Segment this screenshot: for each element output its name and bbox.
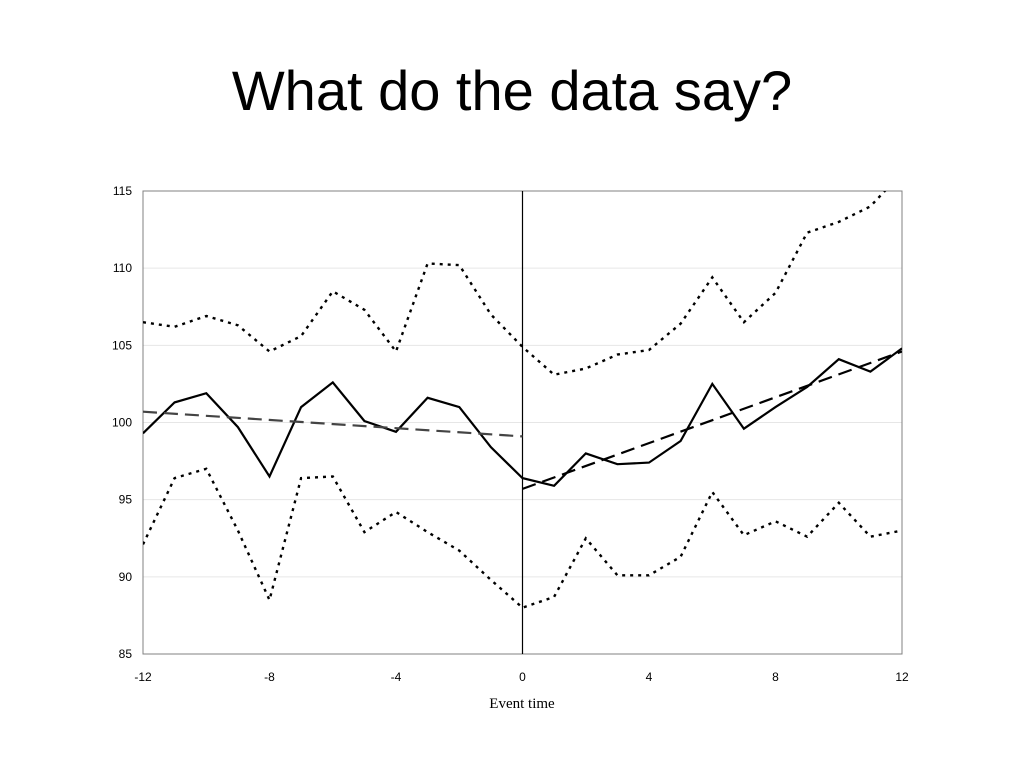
- slide-title: What do the data say?: [231, 59, 793, 122]
- y-axis-tick-labels: 85 90 95 100 105 110 115: [112, 184, 132, 661]
- y-tick-label: 100: [112, 416, 132, 430]
- x-tick-label: -12: [134, 670, 152, 684]
- x-tick-label: 0: [519, 670, 526, 684]
- x-tick-label: 12: [895, 670, 909, 684]
- y-tick-label: 110: [113, 261, 132, 275]
- series-line-4-long-dash-gray: [143, 410, 523, 438]
- x-tick-label: 8: [772, 670, 779, 684]
- x-tick-label: 4: [646, 670, 653, 684]
- y-tick-label: 90: [119, 570, 133, 584]
- x-tick-label: -8: [264, 670, 275, 684]
- y-tick-label: 95: [119, 493, 133, 507]
- y-tick-label: 105: [112, 338, 132, 352]
- y-tick-label: 115: [113, 184, 132, 198]
- y-tick-label: 85: [119, 647, 133, 661]
- series-line-1-solid: [143, 347, 902, 488]
- series-line-5-long-dash: [522, 350, 902, 490]
- x-tick-label: -4: [391, 670, 402, 684]
- series-group: [143, 191, 902, 610]
- x-axis-title: Event time: [489, 696, 555, 712]
- x-axis-tick-labels: -12 -8 -4 0 4 8 12: [134, 670, 909, 684]
